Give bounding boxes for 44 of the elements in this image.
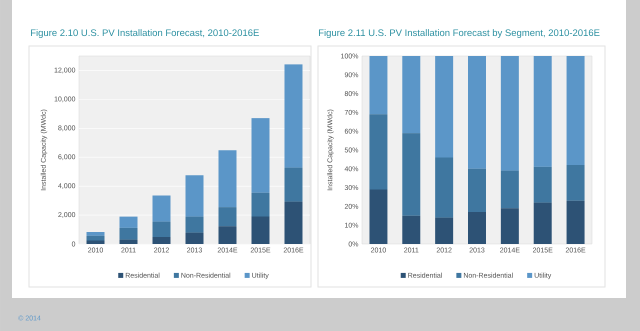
bar — [218, 207, 236, 226]
bar — [566, 200, 585, 244]
bar — [152, 237, 170, 244]
bar — [284, 168, 302, 202]
bar — [534, 202, 552, 244]
bar — [86, 232, 105, 236]
bar — [468, 168, 486, 212]
bar — [218, 150, 236, 208]
bar — [369, 114, 388, 190]
bar — [186, 175, 204, 217]
bar — [86, 236, 105, 241]
bar — [402, 216, 420, 244]
bar — [435, 218, 454, 244]
bar — [534, 166, 552, 203]
bar — [251, 216, 270, 244]
bar — [402, 56, 420, 134]
bar — [534, 56, 552, 167]
bar — [566, 165, 585, 201]
bar — [402, 133, 420, 216]
bar — [186, 232, 204, 244]
bar — [284, 202, 302, 244]
bar — [369, 189, 388, 244]
bar — [251, 192, 270, 217]
bar — [152, 222, 170, 238]
bar — [468, 212, 486, 244]
bar — [152, 196, 170, 222]
bar — [566, 56, 585, 166]
bar — [435, 158, 454, 218]
bar — [500, 170, 519, 208]
bar — [435, 56, 454, 158]
bar — [369, 56, 388, 114]
bar — [500, 208, 519, 244]
bar — [251, 118, 270, 193]
chart-title: Figure 2.10 U.S. PV Installation Forecast, 2010-2016E — [30, 29, 259, 38]
bar — [218, 226, 236, 244]
bar — [120, 228, 138, 240]
bar — [120, 216, 138, 228]
bar — [186, 216, 204, 233]
chart-title: Figure 2.11 U.S. PV Installation Forecast by Segment, 2010-2016E — [318, 29, 600, 38]
bar — [500, 56, 519, 171]
bar — [468, 56, 486, 169]
bar — [284, 64, 302, 168]
bar — [86, 240, 105, 244]
bar — [120, 240, 138, 244]
